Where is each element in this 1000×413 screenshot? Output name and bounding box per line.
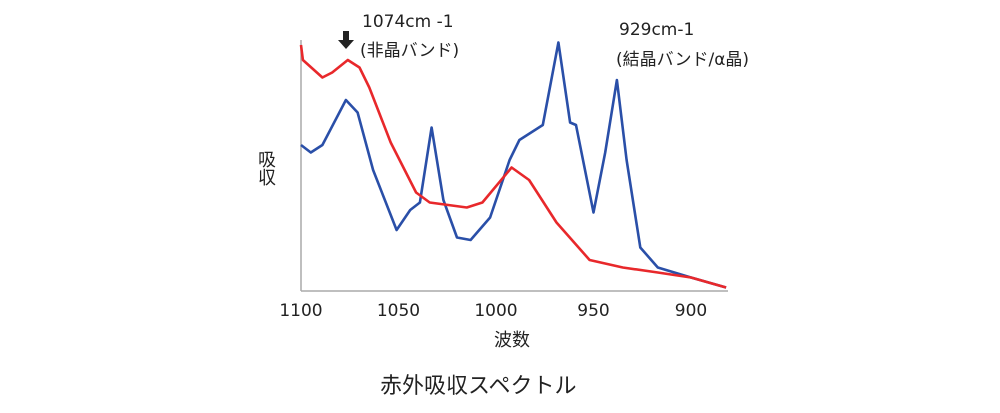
annotation-929-line2: (結晶バンド/α晶) [616,50,750,70]
y-axis-label: 吸収 [255,150,276,186]
x-tick-label: 900 [675,301,707,321]
x-axis-label: 波数 [494,330,530,351]
series-line-blue [300,41,727,289]
chart-title: 赤外吸収スペクトル [380,374,577,399]
annotation-1074-line2: (非晶バンド) [360,41,460,61]
x-tick-label: 950 [577,301,609,321]
annotation-929-line1: 929cm-1 [619,20,695,40]
x-tick-label: 1100 [279,301,322,321]
down-arrow-icon [338,31,354,49]
x-tick-label: 1050 [377,301,420,321]
annotation-1074-line1: 1074cm -1 [362,12,454,32]
series-line-red [299,44,727,289]
x-tick-label: 1000 [474,301,517,321]
